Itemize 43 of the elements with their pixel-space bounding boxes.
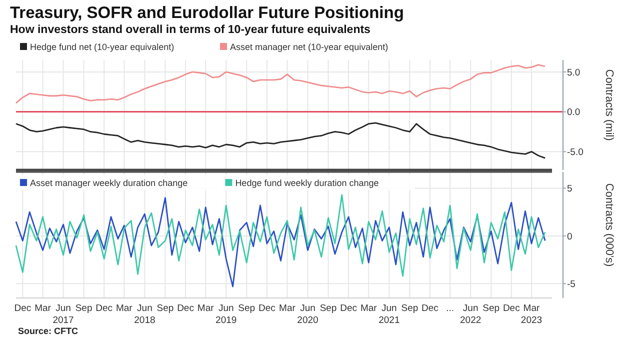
x-tick-label: Sep <box>238 303 256 314</box>
y-tick-label: 5 <box>567 184 572 195</box>
y-tick-label: -5 <box>567 279 576 290</box>
x-tick-label: Jun 2020 <box>297 303 318 326</box>
y-tick-label: 0.0 <box>567 107 580 118</box>
x-tick-label: Sep <box>156 303 174 314</box>
source-note: Source: CFTC <box>18 326 79 336</box>
x-tick-label: Jun 2022 <box>460 303 482 326</box>
chart-title: Treasury, SOFR and Eurodollar Future Positioning <box>10 4 404 22</box>
legend-label: Hedge fund net (10-year equivalent) <box>30 42 174 52</box>
x-tick-label: Sep <box>75 303 92 314</box>
x-tick-label: Sep <box>320 303 337 314</box>
legend-label: Asset manager net (10-year equivalent) <box>230 42 388 52</box>
x-tick-label: Mar <box>197 303 214 314</box>
x-tick-label: Dec <box>96 303 113 314</box>
legend-label: Hedge fund weekly duration change <box>235 178 379 188</box>
y-axis-title: Contracts (000's) <box>603 183 615 267</box>
x-tick-label: Dec <box>258 303 276 314</box>
legend-label: Asset manager weekly duration change <box>30 178 188 188</box>
x-tick-label: Jun 2018 <box>134 303 156 326</box>
x-tick-label: Mar 2023 <box>520 303 542 326</box>
x-tick-label: Dec <box>422 303 439 314</box>
x-tick-label: Dec <box>177 303 194 314</box>
x-tick-label: Mar <box>279 303 296 314</box>
line-series <box>15 64 546 104</box>
x-tick-label: Sep <box>401 303 418 314</box>
x-tick-label: Dec <box>340 303 358 314</box>
x-tick-label: Sep <box>482 303 500 314</box>
y-axis-title: Contracts (mil) <box>603 69 615 141</box>
x-tick-label: Jun 2017 <box>52 303 74 326</box>
y-tick-label: -5.0 <box>567 146 584 158</box>
x-tick-label: Mar <box>116 303 132 314</box>
x-tick-label: Mar <box>34 303 51 314</box>
x-tick-label: Dec <box>502 303 520 314</box>
y-tick-label: 0 <box>567 231 572 242</box>
x-tick-label: Dec <box>14 303 32 314</box>
x-tick-label: Mar <box>360 303 377 314</box>
y-tick-label: 5.0 <box>567 67 580 78</box>
chart-subtitle: How investors stand overall in terms of 10-year future equivalents <box>10 24 370 36</box>
line-series <box>15 122 546 159</box>
x-tick-label: ... <box>446 303 454 314</box>
x-tick-label: Jun 2019 <box>216 303 237 326</box>
x-tick-label: Jun 2021 <box>378 303 400 326</box>
